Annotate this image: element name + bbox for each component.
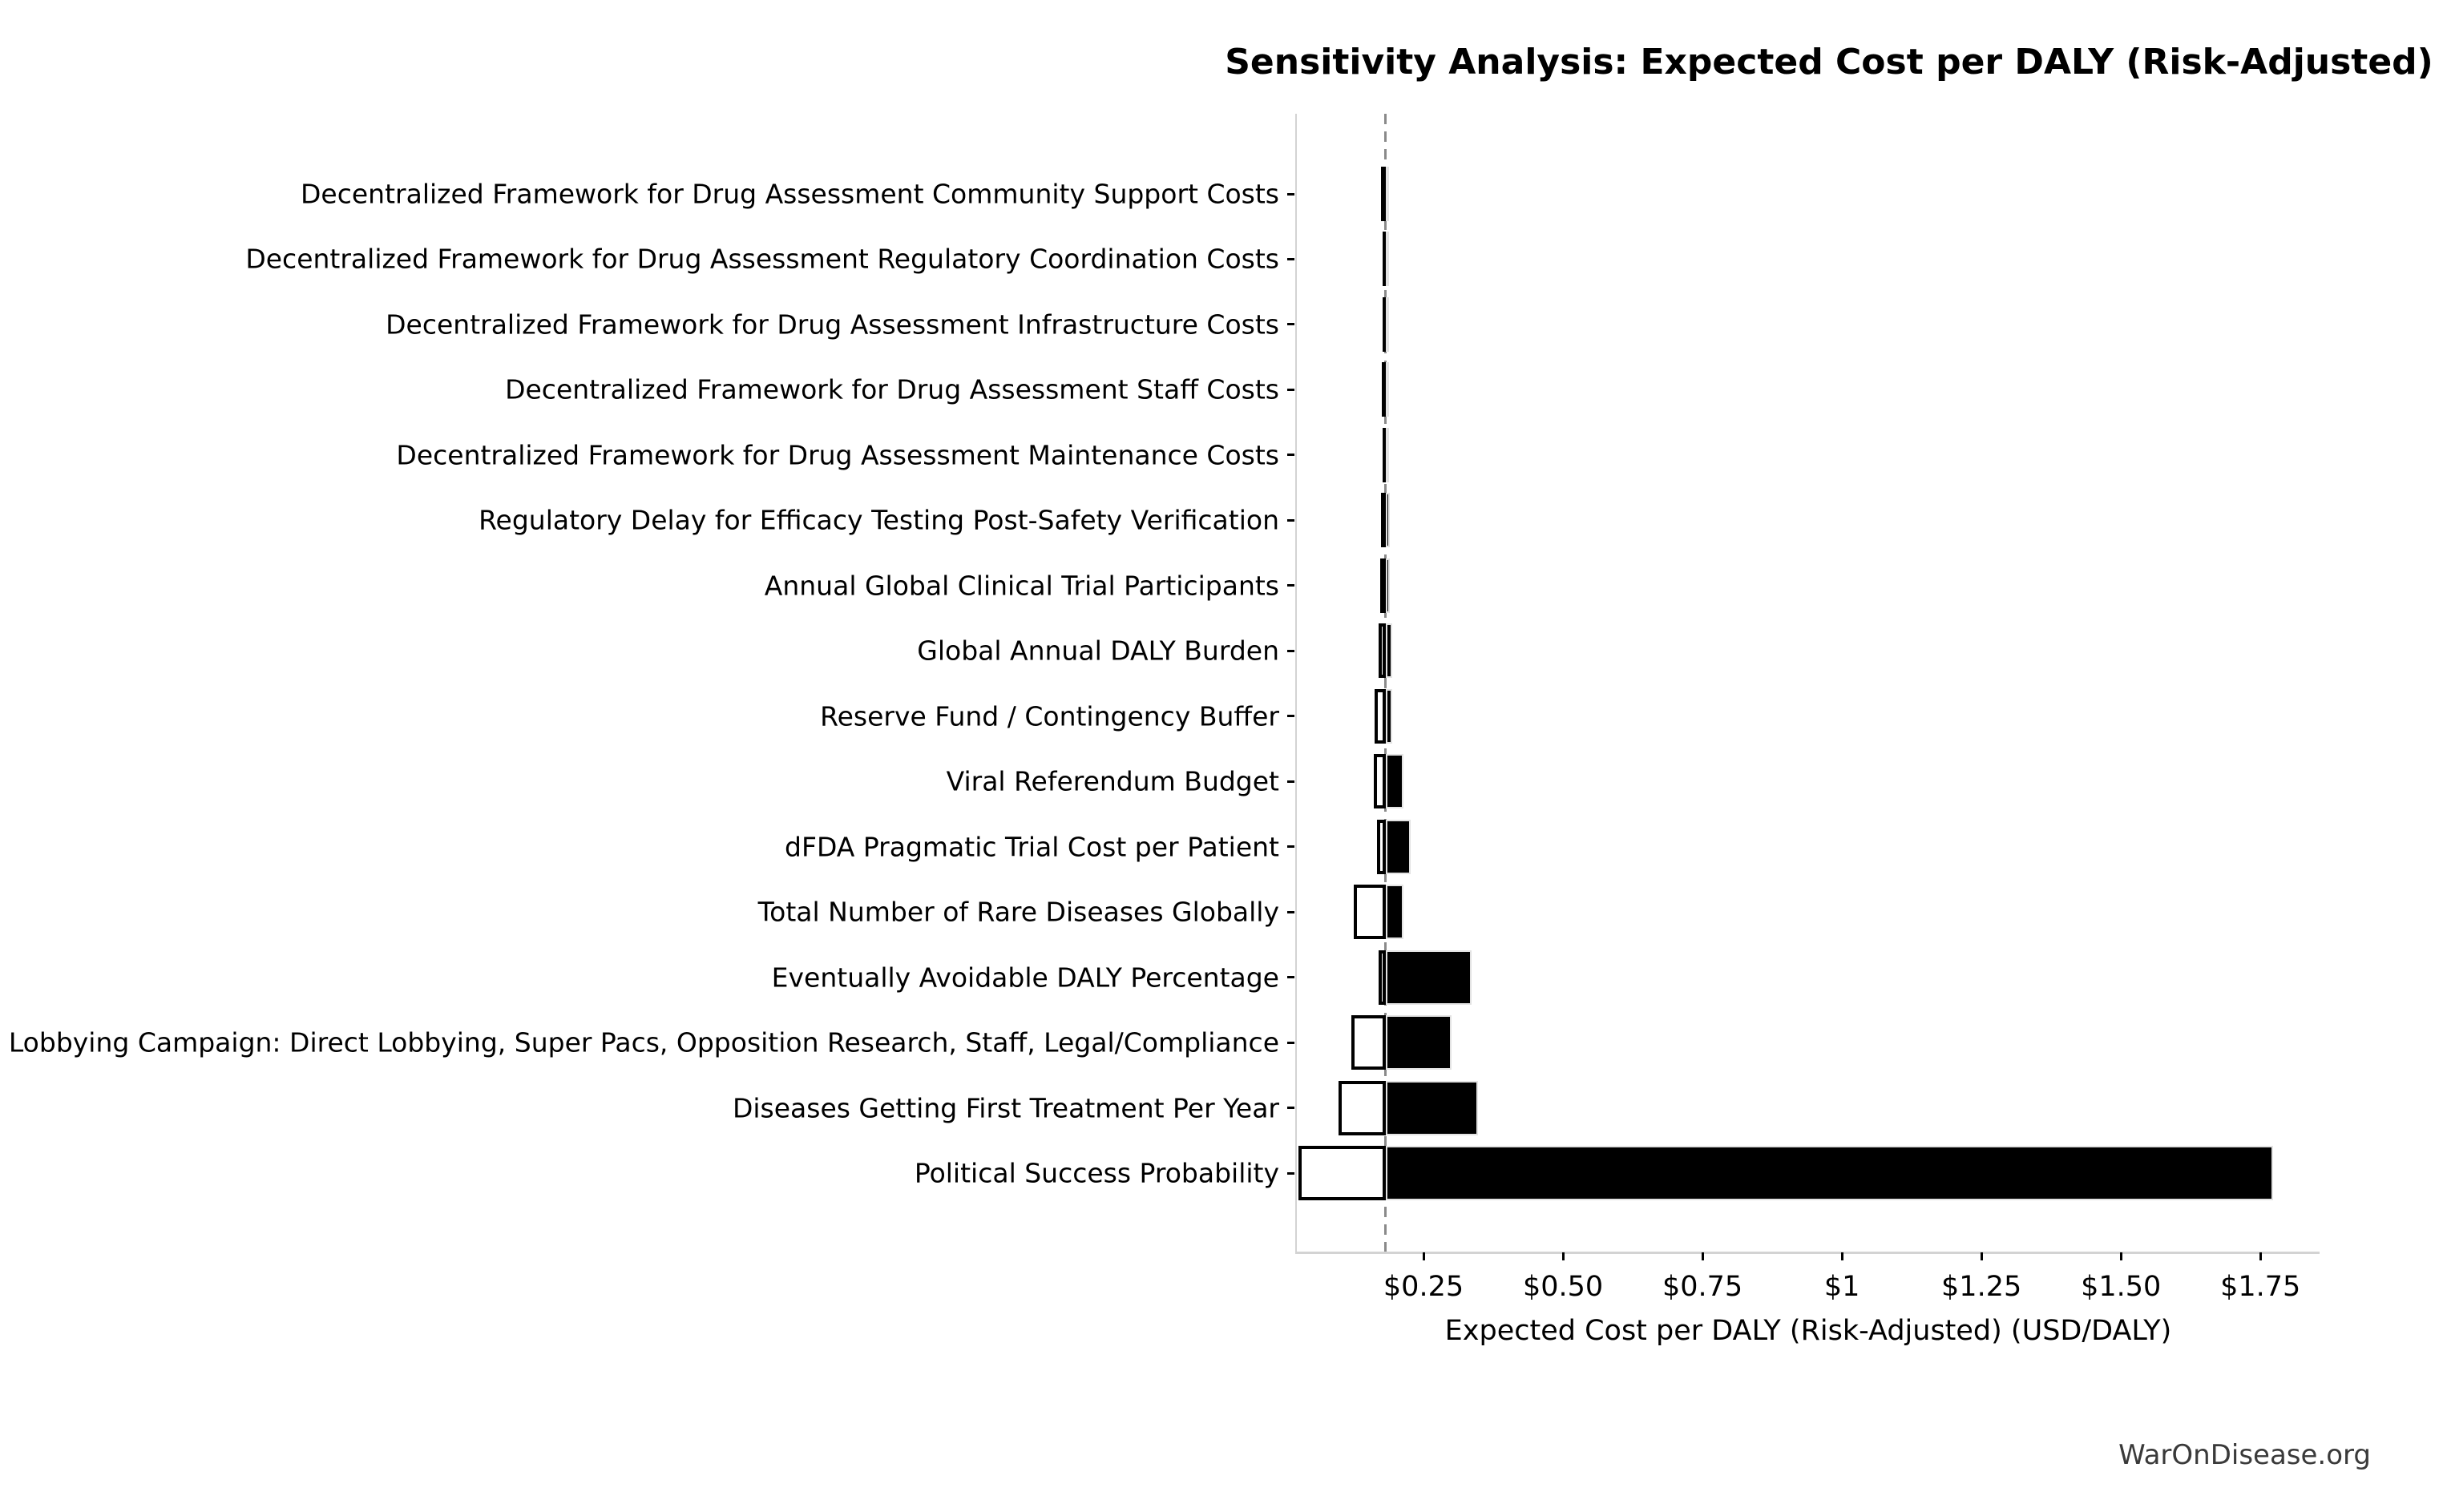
- x-tick-mark: [2259, 1252, 2262, 1260]
- y-axis-label: Regulatory Delay for Efficacy Testing Po…: [479, 504, 1279, 536]
- y-axis-label: dFDA Pragmatic Trial Cost per Patient: [785, 831, 1279, 863]
- bar-high-6: [1385, 558, 1391, 613]
- bar-high-7: [1385, 623, 1393, 679]
- y-tick-mark: [1287, 976, 1294, 979]
- x-tick-label: $0.75: [1662, 1271, 1743, 1303]
- baseline-dashed-line: [1384, 114, 1387, 1252]
- x-tick-mark: [1422, 1252, 1425, 1260]
- bar-high-15: [1385, 1146, 2273, 1200]
- bar-high-10: [1385, 819, 1411, 874]
- y-tick-mark: [1287, 1107, 1294, 1110]
- bar-high-3: [1385, 362, 1389, 417]
- x-tick-label: $0.25: [1383, 1271, 1464, 1303]
- bar-high-5: [1385, 493, 1390, 548]
- chart-title: Sensitivity Analysis: Expected Cost per …: [1225, 42, 2433, 83]
- bar-high-1: [1385, 232, 1389, 287]
- bar-high-2: [1385, 296, 1389, 352]
- bar-high-11: [1385, 885, 1403, 940]
- bar-low-9: [1374, 754, 1386, 809]
- x-tick-mark: [1701, 1252, 1704, 1260]
- x-tick-label: $0.50: [1522, 1271, 1604, 1303]
- bar-low-15: [1298, 1146, 1386, 1200]
- y-axis-label: Total Number of Rare Diseases Globally: [757, 896, 1279, 928]
- y-axis-label: Political Lobbying Campaign: Direct Lobb…: [0, 1026, 1279, 1058]
- y-tick-mark: [1287, 257, 1294, 260]
- x-axis-title: Expected Cost per DALY (Risk-Adjusted) (…: [1444, 1315, 2172, 1347]
- x-tick-mark: [2119, 1252, 2122, 1260]
- bar-low-14: [1339, 1080, 1386, 1135]
- y-tick-mark: [1287, 1171, 1294, 1175]
- x-axis-line: [1295, 1252, 2320, 1254]
- y-axis-label: Diseases Getting First Treatment Per Yea…: [732, 1092, 1279, 1124]
- y-axis-label: Reserve Fund / Contingency Buffer: [820, 700, 1279, 732]
- y-tick-mark: [1287, 780, 1294, 783]
- plot-area: [1295, 114, 2320, 1254]
- y-axis-line: [1295, 114, 1297, 1254]
- bar-low-13: [1351, 1015, 1386, 1070]
- bar-low-7: [1378, 623, 1386, 679]
- x-tick-label: $1.25: [1941, 1271, 2022, 1303]
- y-axis-label: Political Success Probability: [914, 1157, 1279, 1189]
- y-tick-mark: [1287, 584, 1294, 587]
- y-axis-label: Decentralized Framework for Drug Assessm…: [505, 373, 1279, 405]
- bar-high-14: [1385, 1080, 1479, 1135]
- x-tick-mark: [1561, 1252, 1565, 1260]
- y-axis-label: Decentralized Framework for Drug Assessm…: [301, 178, 1279, 210]
- y-axis-label: Annual Global Clinical Trial Participant…: [764, 570, 1279, 602]
- bar-low-11: [1354, 885, 1386, 940]
- x-tick-label: $1.75: [2220, 1271, 2301, 1303]
- bar-low-6: [1379, 558, 1387, 613]
- y-tick-mark: [1287, 715, 1294, 718]
- y-tick-mark: [1287, 1041, 1294, 1044]
- bar-low-12: [1379, 950, 1386, 1005]
- y-axis-label: Decentralized Framework for Drug Assessm…: [245, 243, 1279, 275]
- y-tick-mark: [1287, 192, 1294, 196]
- y-tick-mark: [1287, 910, 1294, 913]
- y-tick-mark: [1287, 388, 1294, 391]
- y-axis-label: Decentralized Framework for Drug Assessm…: [396, 439, 1279, 471]
- y-axis-label: Eventually Avoidable DALY Percentage: [771, 962, 1279, 994]
- bar-high-13: [1385, 1015, 1452, 1070]
- y-axis-label: Decentralized Framework for Drug Assessm…: [386, 308, 1279, 341]
- bar-high-0: [1385, 167, 1389, 221]
- x-tick-label: $1: [1823, 1271, 1860, 1303]
- watermark: WarOnDisease.org: [2118, 1439, 2371, 1471]
- bar-high-4: [1385, 427, 1389, 482]
- bar-low-8: [1375, 688, 1386, 744]
- y-tick-mark: [1287, 845, 1294, 849]
- x-tick-mark: [1840, 1252, 1843, 1260]
- y-tick-mark: [1287, 649, 1294, 652]
- bar-high-8: [1385, 688, 1393, 744]
- bar-high-9: [1385, 754, 1403, 809]
- bar-low-10: [1376, 819, 1386, 874]
- bar-high-12: [1385, 950, 1472, 1005]
- y-tick-mark: [1287, 323, 1294, 326]
- y-axis-label: Viral Referendum Budget: [946, 765, 1279, 797]
- y-tick-mark: [1287, 518, 1294, 522]
- x-tick-mark: [1980, 1252, 1983, 1260]
- x-tick-label: $1.50: [2081, 1271, 2162, 1303]
- y-tick-mark: [1287, 454, 1294, 457]
- y-axis-label: Global Annual DALY Burden: [917, 635, 1279, 667]
